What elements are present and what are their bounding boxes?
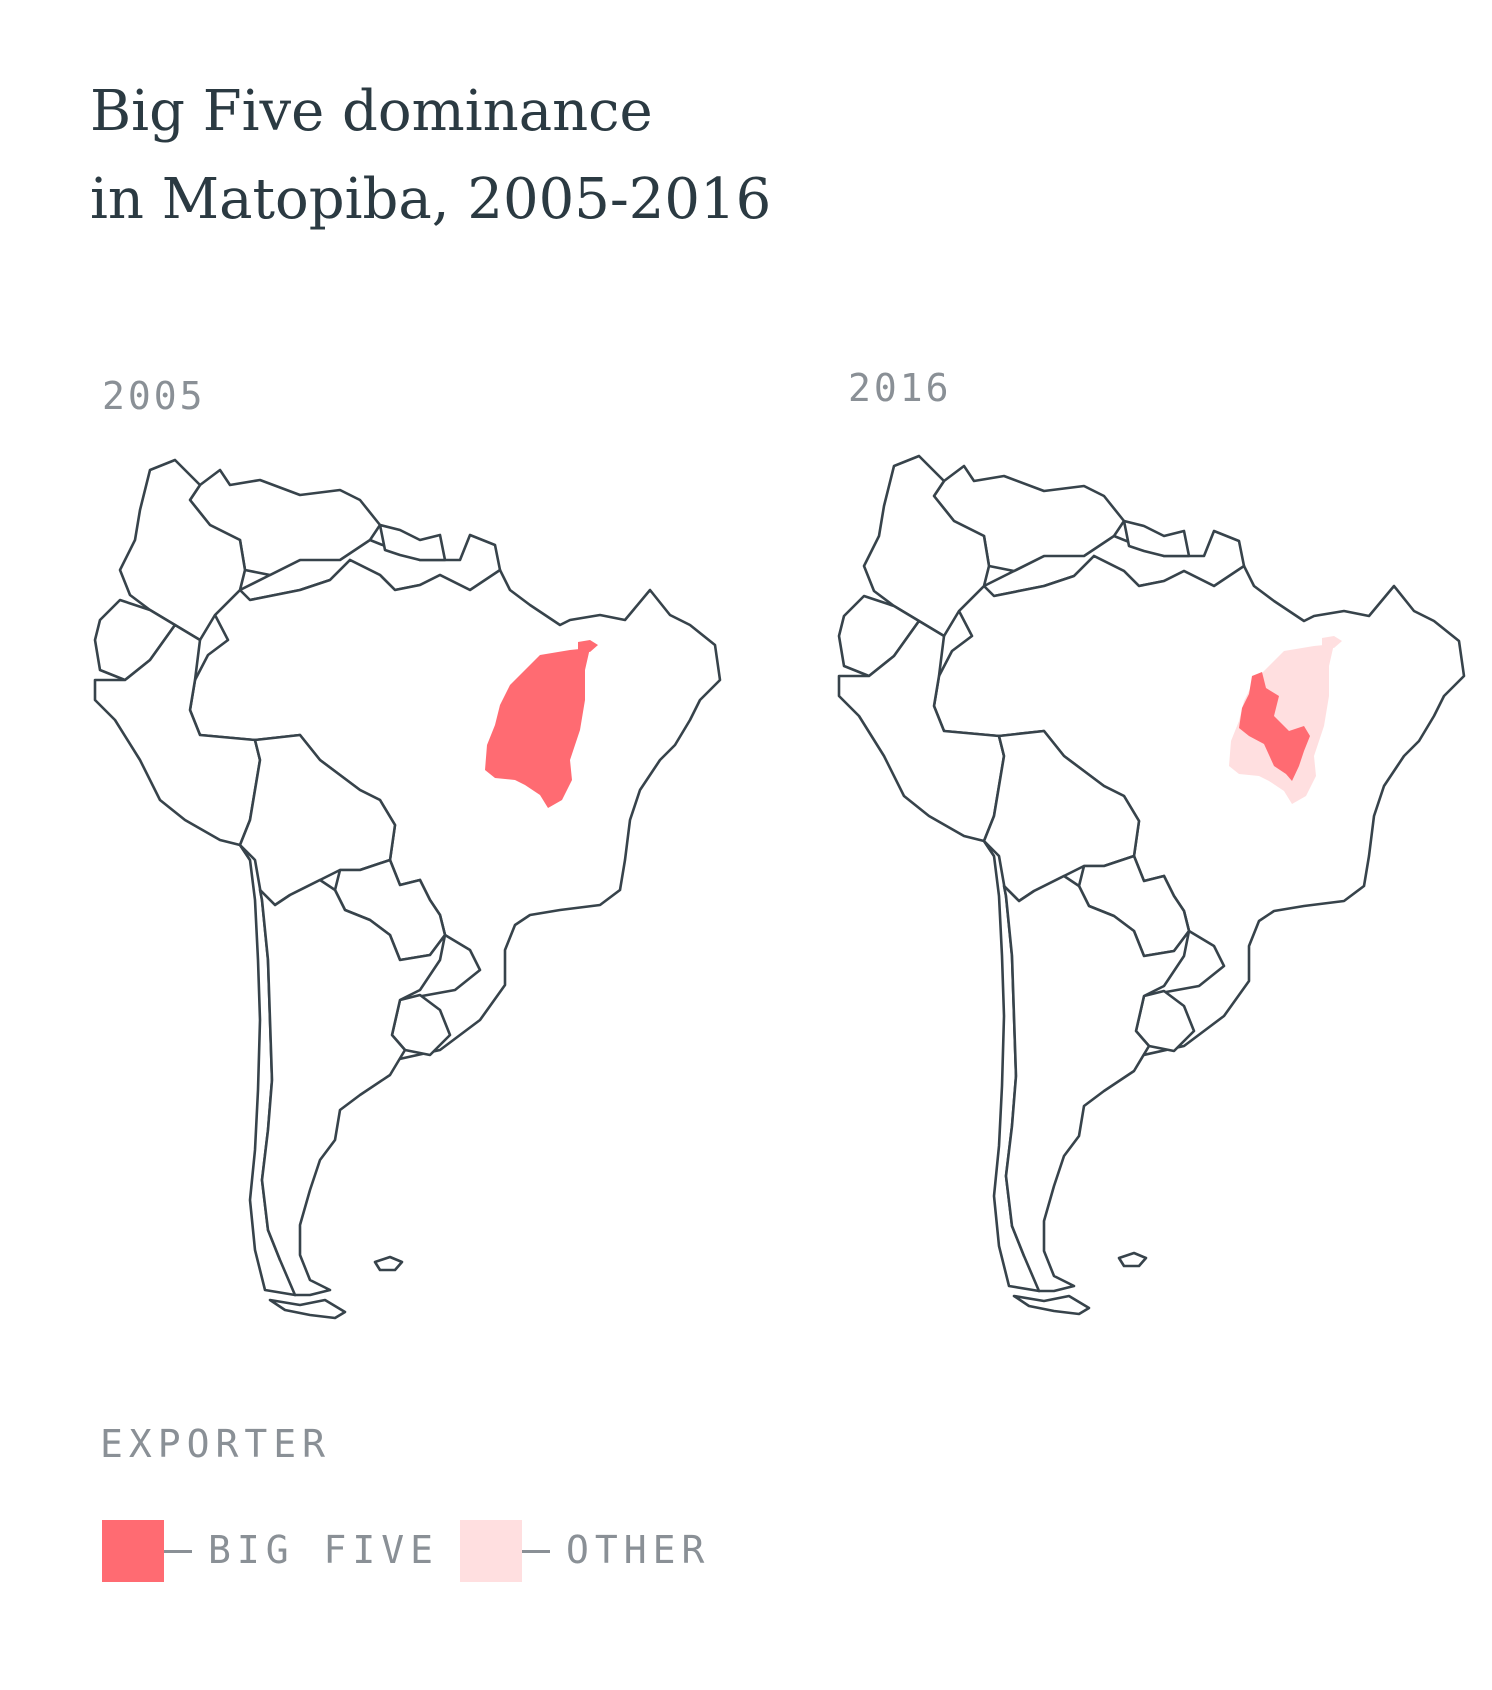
legend-label-big-five: BIG FIVE xyxy=(208,1528,440,1572)
matopiba-region-2016 xyxy=(1229,636,1342,804)
legend-label-other: OTHER xyxy=(566,1528,711,1572)
legend-title: EXPORTER xyxy=(100,1422,332,1466)
legend-tick-big-five xyxy=(164,1550,192,1553)
map-year-label-2016: 2016 xyxy=(848,366,952,410)
continent-outline-2016 xyxy=(837,454,1466,1316)
page-title: Big Five dominance in Matopiba, 2005-201… xyxy=(90,68,990,244)
legend-tick-other xyxy=(522,1550,550,1553)
matopiba-big-five-area-2005 xyxy=(485,648,590,808)
map-year-label-2005: 2005 xyxy=(102,374,206,418)
title-line-2: in Matopiba, 2005-2016 xyxy=(90,167,772,232)
legend-swatch-big-five xyxy=(102,1520,164,1582)
matopiba-region-2005 xyxy=(485,640,598,808)
matopiba-other-tip-2016 xyxy=(1322,636,1342,648)
title-line-1: Big Five dominance xyxy=(90,79,653,144)
continent-outline-2005 xyxy=(93,458,722,1320)
matopiba-big-five-tip-2005 xyxy=(578,640,598,652)
matopiba-big-five-area-2016 xyxy=(1239,672,1310,781)
legend-swatch-other xyxy=(460,1520,522,1582)
